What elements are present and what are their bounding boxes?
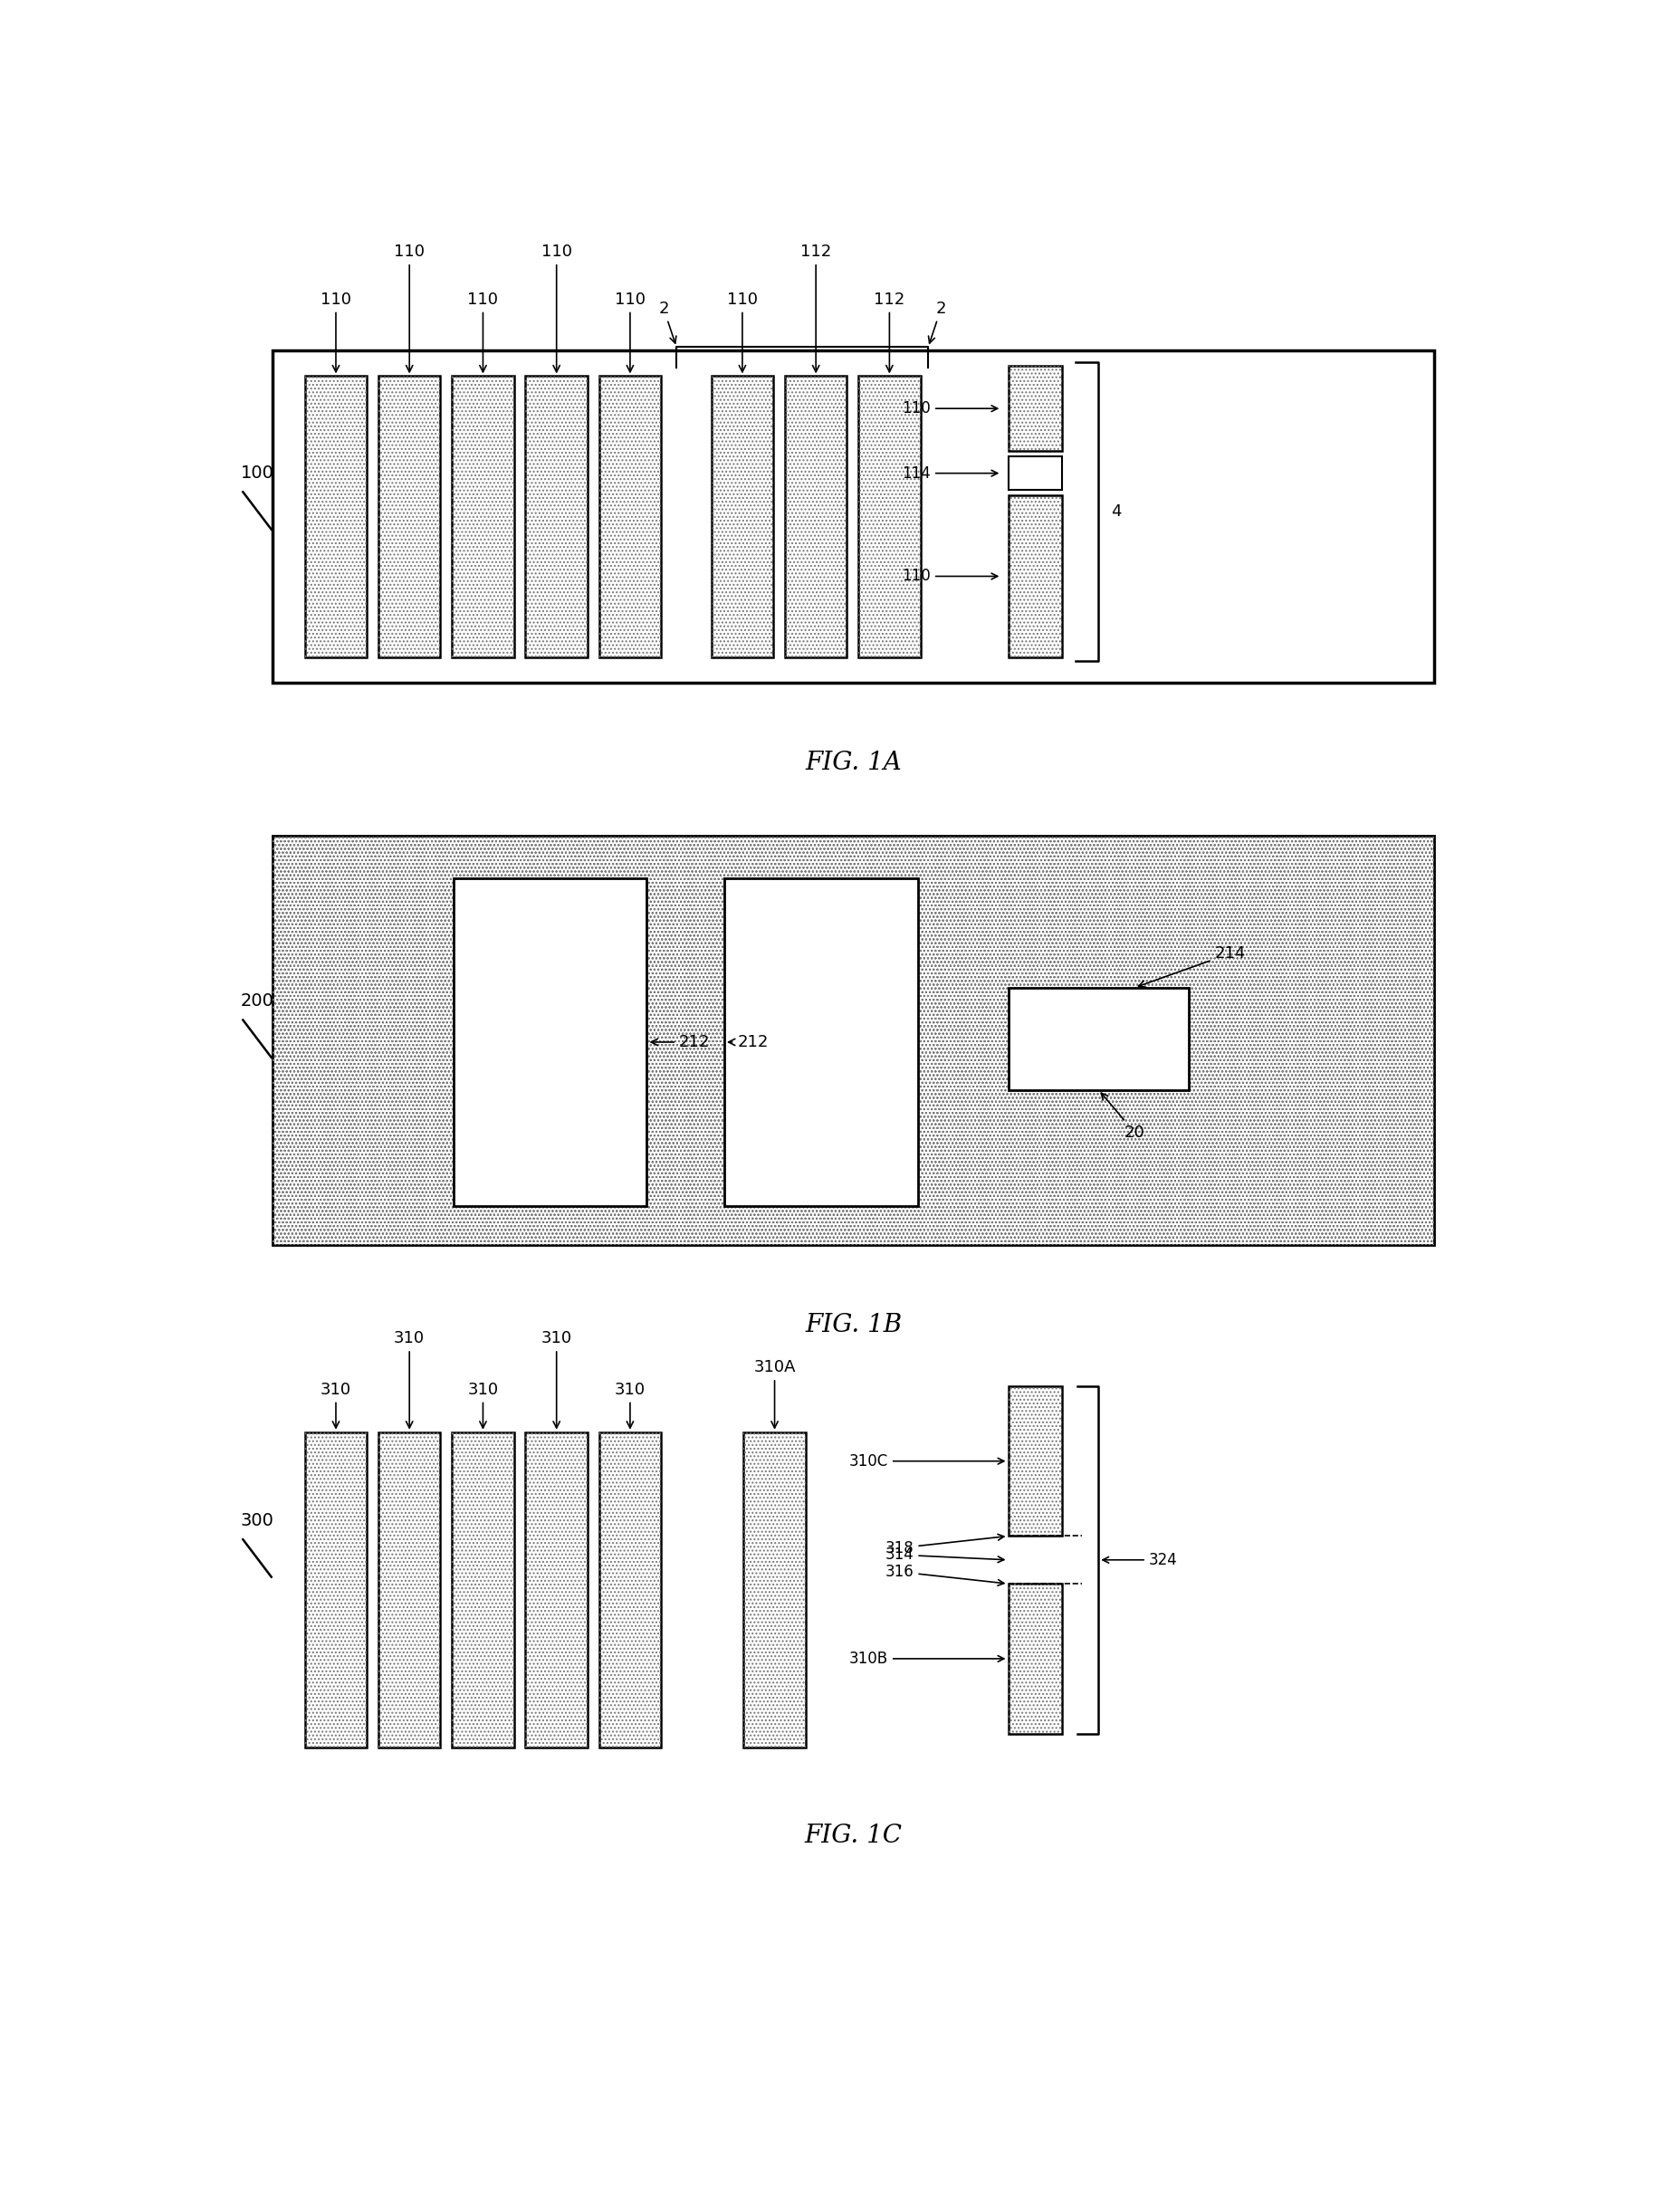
Bar	[378, 376, 440, 657]
Text: 2: 2	[658, 301, 676, 343]
Bar	[451, 1431, 514, 1747]
Text: FIG. 1A: FIG. 1A	[804, 750, 902, 776]
Text: 212: 212	[651, 1033, 711, 1051]
Text: 310: 310	[320, 1382, 351, 1429]
Text: 110: 110	[320, 292, 351, 372]
Bar	[711, 376, 773, 657]
Text: 310C: 310C	[849, 1453, 1004, 1469]
Bar	[526, 376, 588, 657]
Text: 314: 314	[886, 1546, 1004, 1564]
Bar	[273, 349, 1434, 684]
Bar	[451, 376, 514, 657]
Text: 300: 300	[240, 1513, 273, 1528]
Text: 310: 310	[468, 1382, 498, 1429]
Bar	[724, 878, 917, 1206]
Bar	[784, 376, 847, 657]
Bar	[378, 376, 440, 657]
Text: 2: 2	[929, 301, 946, 343]
Bar	[451, 376, 514, 657]
Bar	[305, 376, 366, 657]
Bar	[599, 376, 661, 657]
Text: 112: 112	[801, 243, 831, 372]
Text: 212: 212	[729, 1033, 768, 1051]
Bar	[599, 376, 661, 657]
Text: 112: 112	[874, 292, 906, 372]
Bar	[1009, 1584, 1062, 1734]
Text: 110: 110	[902, 400, 997, 416]
Text: 110: 110	[395, 243, 425, 372]
Bar	[273, 836, 1434, 1245]
Bar	[273, 836, 1434, 1245]
Bar	[305, 1431, 366, 1747]
Text: FIG. 1C: FIG. 1C	[804, 1825, 902, 1849]
Bar	[453, 878, 646, 1206]
Text: 110: 110	[614, 292, 646, 372]
Bar	[1009, 365, 1062, 451]
Bar	[305, 1431, 366, 1747]
Bar	[1009, 495, 1062, 657]
Bar	[1009, 1387, 1062, 1535]
Text: 114: 114	[902, 465, 997, 482]
Text: 310: 310	[541, 1329, 573, 1429]
Text: 324: 324	[1102, 1553, 1177, 1568]
Bar	[1009, 1584, 1062, 1734]
Text: FIG. 1B: FIG. 1B	[804, 1314, 902, 1338]
Bar	[1009, 1387, 1062, 1535]
Text: 110: 110	[541, 243, 571, 372]
Bar	[784, 376, 847, 657]
Text: 200: 200	[240, 993, 273, 1011]
Bar	[526, 1431, 588, 1747]
Text: 310A: 310A	[754, 1360, 796, 1429]
Text: 100: 100	[240, 465, 273, 482]
Bar	[378, 1431, 440, 1747]
Text: 110: 110	[902, 568, 997, 584]
Text: 20: 20	[1101, 1093, 1146, 1141]
Bar	[451, 1431, 514, 1747]
Text: 310: 310	[395, 1329, 425, 1429]
Bar	[859, 376, 921, 657]
Bar	[378, 1431, 440, 1747]
Bar	[526, 376, 588, 657]
Text: 318: 318	[886, 1535, 1004, 1555]
Bar	[599, 1431, 661, 1747]
Text: 310B: 310B	[849, 1650, 1004, 1668]
Text: 4: 4	[1112, 504, 1122, 520]
Bar	[1009, 456, 1062, 491]
Text: 110: 110	[728, 292, 758, 372]
Bar	[744, 1431, 806, 1747]
Text: 214: 214	[1139, 945, 1245, 987]
Text: 310: 310	[614, 1382, 646, 1429]
Text: 110: 110	[468, 292, 498, 372]
Text: 316: 316	[886, 1564, 1004, 1586]
Bar	[599, 1431, 661, 1747]
Bar	[859, 376, 921, 657]
Bar	[711, 376, 773, 657]
Bar	[526, 1431, 588, 1747]
Bar	[305, 376, 366, 657]
Bar	[1009, 365, 1062, 451]
Bar	[744, 1431, 806, 1747]
Bar	[1009, 495, 1062, 657]
Bar	[1009, 987, 1189, 1091]
